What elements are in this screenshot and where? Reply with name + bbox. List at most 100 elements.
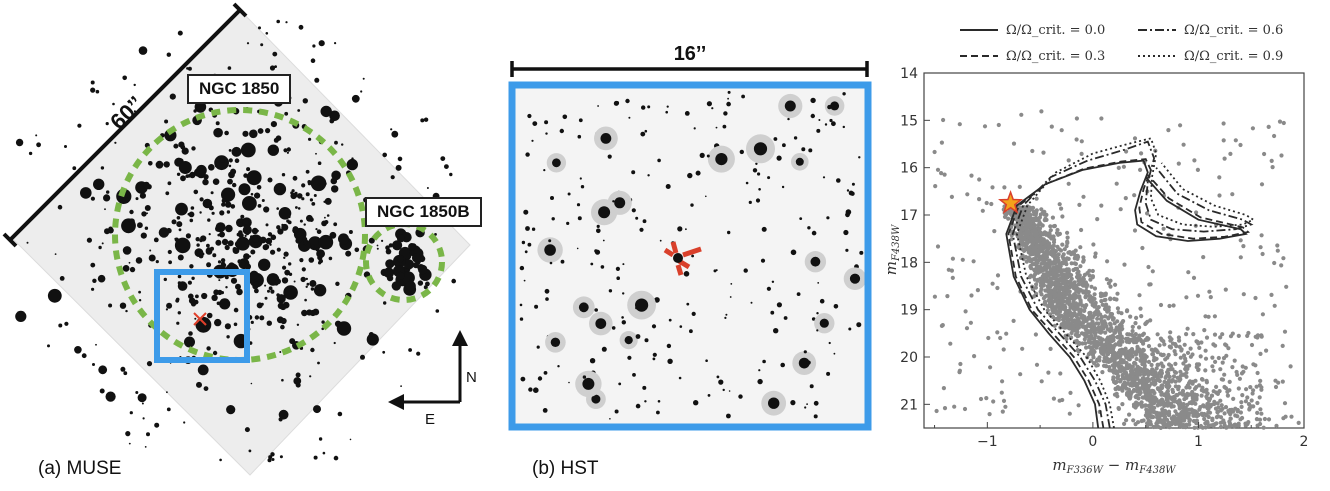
cmd-point	[1230, 331, 1235, 336]
cmd-point	[1072, 280, 1077, 285]
cmd-point	[1082, 337, 1087, 342]
cmd-point	[1095, 363, 1100, 368]
muse-star	[224, 130, 229, 136]
muse-star	[143, 181, 150, 189]
hst-star	[596, 228, 601, 234]
muse-star	[324, 216, 326, 219]
hst-star	[761, 226, 767, 232]
cmd-point	[1238, 238, 1243, 243]
hst-star	[641, 105, 646, 110]
hst-star	[829, 118, 833, 123]
cmd-point	[1178, 400, 1183, 405]
cmd-point	[1041, 231, 1046, 236]
cmd-point	[1258, 351, 1263, 356]
cmd-point	[1088, 277, 1093, 282]
muse-star	[203, 386, 209, 391]
cmd-point	[1206, 410, 1211, 415]
muse-star	[64, 145, 67, 148]
hst-star	[549, 261, 553, 265]
muse-star	[390, 128, 393, 131]
cmd-ylabel: mF438W	[882, 224, 902, 275]
cmd-point	[1024, 241, 1030, 246]
cmd-point	[1143, 413, 1148, 418]
hst-star	[665, 184, 671, 189]
muse-star	[254, 315, 260, 320]
muse-star	[244, 234, 247, 237]
cmd-point	[977, 177, 982, 182]
cmd-point	[1087, 310, 1092, 316]
cmd-point	[1075, 306, 1081, 311]
muse-star	[176, 216, 181, 220]
cmd-point	[1035, 235, 1040, 240]
cmd-point	[1054, 277, 1059, 282]
cmd-point	[1195, 167, 1200, 172]
muse-star	[380, 268, 388, 277]
hst-star	[695, 170, 701, 176]
hst-star	[597, 105, 599, 107]
muse-star	[298, 24, 304, 30]
cmd-point	[1133, 394, 1138, 399]
hst-star	[609, 418, 611, 420]
hst-star	[811, 317, 816, 321]
cmd-point	[1129, 332, 1135, 337]
muse-star	[250, 320, 254, 324]
hst-star	[730, 283, 733, 285]
cmd-point	[1204, 380, 1209, 385]
cmd-point	[1116, 325, 1121, 331]
muse-star	[90, 262, 96, 268]
hst-star	[729, 296, 732, 298]
cmd-point	[1220, 360, 1225, 365]
hst-star	[776, 302, 782, 308]
cmd-point	[1068, 302, 1073, 308]
muse-star	[449, 172, 453, 177]
muse-star	[257, 204, 262, 208]
caption-a-text: MUSE	[66, 458, 122, 479]
muse-star	[211, 211, 215, 215]
cmd-isochrones	[1005, 137, 1256, 429]
muse-star	[202, 178, 209, 186]
muse-star	[219, 210, 225, 216]
cmd-point	[1193, 396, 1198, 402]
cmd-point	[1222, 411, 1227, 416]
cmd-point	[1158, 302, 1164, 308]
cmd-point	[1019, 112, 1024, 117]
cmd-point	[1113, 282, 1118, 287]
cmd-point	[1037, 215, 1042, 220]
cmd-point	[1109, 312, 1115, 317]
hst-star	[519, 317, 524, 321]
cmd-point	[957, 122, 962, 127]
cmd-point	[1027, 230, 1032, 235]
cmd-point	[1058, 269, 1063, 274]
hst-star	[687, 172, 693, 179]
muse-star	[283, 251, 289, 257]
cmd-point	[1116, 165, 1121, 170]
cmd-point	[1197, 407, 1202, 412]
hst-star	[718, 379, 724, 385]
muse-star	[385, 259, 395, 269]
muse-star	[295, 206, 298, 209]
cmd-point	[1185, 391, 1190, 396]
cmd-point	[1052, 290, 1057, 296]
cmd-point	[1206, 314, 1211, 319]
muse-star	[135, 257, 143, 264]
caption-a: (a) MUSE	[38, 458, 121, 480]
muse-star	[98, 245, 102, 250]
cmd-point	[1034, 282, 1039, 287]
muse-star	[174, 237, 177, 240]
cmd-point	[1057, 263, 1062, 268]
cmd-point	[1137, 293, 1142, 298]
muse-star	[296, 232, 302, 238]
muse-star	[199, 239, 203, 243]
muse-star	[119, 302, 127, 309]
muse-star	[47, 344, 50, 348]
cmd-point	[1266, 124, 1271, 129]
cmd-point	[1047, 259, 1052, 264]
cmd-point	[1078, 322, 1083, 327]
legend-label: Ω/Ω_crit. = 0.9	[1184, 49, 1283, 64]
cmd-point	[1289, 414, 1294, 419]
cmd-point	[1203, 348, 1208, 353]
cmd-point	[1112, 379, 1117, 385]
cmd-legend: Ω/Ω_crit. = 0.0 Ω/Ω_crit. = 0.6Ω/Ω_crit. …	[960, 23, 1283, 64]
cmd-point	[1272, 133, 1277, 139]
cmd-point	[1172, 369, 1177, 375]
